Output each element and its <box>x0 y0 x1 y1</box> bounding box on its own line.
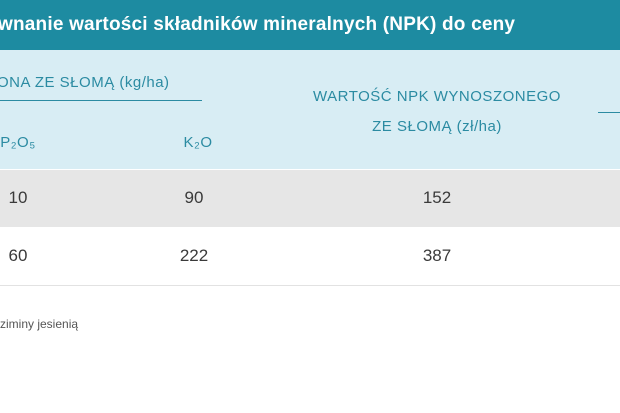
cell: 152 <box>422 188 452 207</box>
value-header-line: WARTOŚĆ NPK WYNOSZONEGO <box>313 88 561 105</box>
group-header: ONA ZE SŁOMĄ (kg/ha) <box>0 74 170 91</box>
cell: 10 <box>8 188 28 207</box>
header-underline <box>598 112 620 113</box>
title: wnanie wartości składników mineralnych (… <box>0 14 516 35</box>
subheader: K₂O <box>183 134 213 151</box>
row-background <box>0 170 620 227</box>
cell: 60 <box>8 246 28 265</box>
row-divider <box>0 285 620 286</box>
cell: 90 <box>184 188 204 207</box>
subheader: P₂O₅ <box>0 134 36 151</box>
table-header-background <box>0 50 620 169</box>
value-header-line: ZE SŁOMĄ (zł/ha) <box>372 118 502 135</box>
group-underline <box>0 100 202 101</box>
cell: 222 <box>179 246 209 265</box>
cell: 387 <box>422 246 452 265</box>
footnote: ziminy jesienią <box>0 317 79 331</box>
title-bar <box>0 0 620 50</box>
